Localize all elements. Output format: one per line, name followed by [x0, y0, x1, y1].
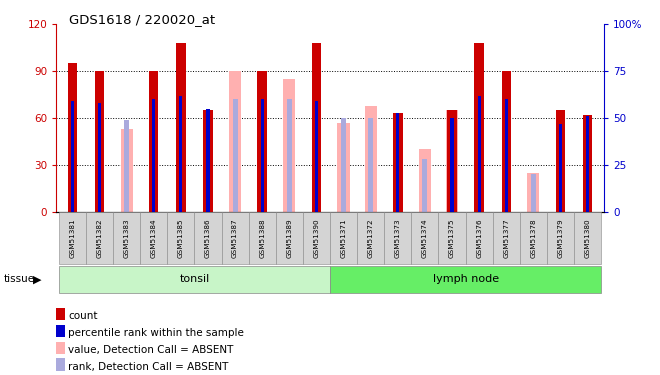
- Bar: [574, 212, 601, 264]
- Bar: [337, 123, 350, 212]
- Bar: [283, 79, 296, 212]
- Bar: [56, 308, 65, 320]
- Text: tonsil: tonsil: [180, 274, 209, 284]
- Bar: [207, 109, 210, 212]
- Bar: [98, 103, 101, 212]
- Text: GSM51371: GSM51371: [341, 218, 346, 258]
- Bar: [493, 212, 520, 264]
- Bar: [121, 129, 133, 212]
- Bar: [393, 113, 403, 212]
- Bar: [261, 99, 264, 212]
- Bar: [195, 212, 222, 264]
- Bar: [547, 212, 574, 264]
- Text: GSM51373: GSM51373: [395, 218, 401, 258]
- Bar: [257, 71, 267, 212]
- Text: count: count: [69, 311, 98, 321]
- Bar: [315, 101, 318, 212]
- Bar: [124, 120, 129, 212]
- Bar: [312, 43, 321, 212]
- Text: GSM51385: GSM51385: [178, 218, 184, 258]
- Bar: [465, 212, 493, 264]
- Text: GSM51372: GSM51372: [368, 218, 374, 258]
- Text: lymph node: lymph node: [432, 274, 499, 284]
- Bar: [303, 212, 330, 264]
- Bar: [502, 71, 511, 212]
- Text: GSM51390: GSM51390: [314, 218, 319, 258]
- Bar: [95, 71, 104, 212]
- Bar: [330, 212, 357, 264]
- Text: GSM51389: GSM51389: [286, 218, 292, 258]
- Bar: [222, 212, 249, 264]
- Bar: [531, 174, 536, 212]
- Text: ▶: ▶: [33, 274, 42, 284]
- Bar: [447, 110, 457, 212]
- Bar: [59, 266, 330, 293]
- Bar: [167, 212, 195, 264]
- Bar: [411, 212, 438, 264]
- Bar: [357, 212, 384, 264]
- Bar: [559, 124, 562, 212]
- Bar: [287, 99, 292, 212]
- Bar: [276, 212, 303, 264]
- Bar: [364, 106, 377, 212]
- Bar: [330, 266, 601, 293]
- Text: GSM51380: GSM51380: [585, 218, 591, 258]
- Text: value, Detection Call = ABSENT: value, Detection Call = ABSENT: [69, 345, 234, 355]
- Bar: [396, 112, 399, 212]
- Bar: [583, 115, 593, 212]
- Bar: [478, 96, 480, 212]
- Bar: [152, 99, 155, 212]
- Text: GSM51382: GSM51382: [96, 218, 102, 258]
- Bar: [368, 118, 373, 212]
- Bar: [232, 99, 238, 212]
- Bar: [229, 71, 241, 212]
- Bar: [176, 43, 185, 212]
- Bar: [56, 358, 65, 370]
- Bar: [586, 116, 589, 212]
- Text: GSM51375: GSM51375: [449, 218, 455, 258]
- Bar: [56, 325, 65, 337]
- Bar: [520, 212, 547, 264]
- Text: GSM51379: GSM51379: [558, 218, 564, 258]
- Bar: [86, 212, 113, 264]
- Bar: [59, 212, 86, 264]
- Bar: [384, 212, 411, 264]
- Text: GSM51377: GSM51377: [504, 218, 510, 258]
- Text: tissue: tissue: [3, 274, 34, 284]
- Bar: [556, 110, 565, 212]
- Text: GSM51388: GSM51388: [259, 218, 265, 258]
- Bar: [475, 43, 484, 212]
- Bar: [446, 110, 458, 212]
- Text: GDS1618 / 220020_at: GDS1618 / 220020_at: [69, 13, 215, 26]
- Text: GSM51383: GSM51383: [123, 218, 129, 258]
- Text: rank, Detection Call = ABSENT: rank, Detection Call = ABSENT: [69, 362, 229, 372]
- Bar: [249, 212, 276, 264]
- Bar: [203, 110, 213, 212]
- Bar: [422, 159, 428, 212]
- Bar: [140, 212, 167, 264]
- Text: GSM51376: GSM51376: [476, 218, 482, 258]
- Bar: [113, 212, 140, 264]
- Bar: [67, 63, 77, 212]
- Text: GSM51386: GSM51386: [205, 218, 211, 258]
- Text: percentile rank within the sample: percentile rank within the sample: [69, 328, 244, 338]
- Bar: [56, 342, 65, 354]
- Bar: [438, 212, 465, 264]
- Bar: [180, 96, 182, 212]
- Bar: [149, 71, 158, 212]
- Bar: [419, 149, 431, 212]
- Text: GSM51378: GSM51378: [531, 218, 537, 258]
- Bar: [505, 99, 508, 212]
- Text: GSM51387: GSM51387: [232, 218, 238, 258]
- Text: GSM51381: GSM51381: [69, 218, 75, 258]
- Bar: [71, 101, 74, 212]
- Bar: [450, 118, 453, 212]
- Text: GSM51384: GSM51384: [150, 218, 156, 258]
- Bar: [527, 173, 539, 212]
- Text: GSM51374: GSM51374: [422, 218, 428, 258]
- Bar: [341, 118, 346, 212]
